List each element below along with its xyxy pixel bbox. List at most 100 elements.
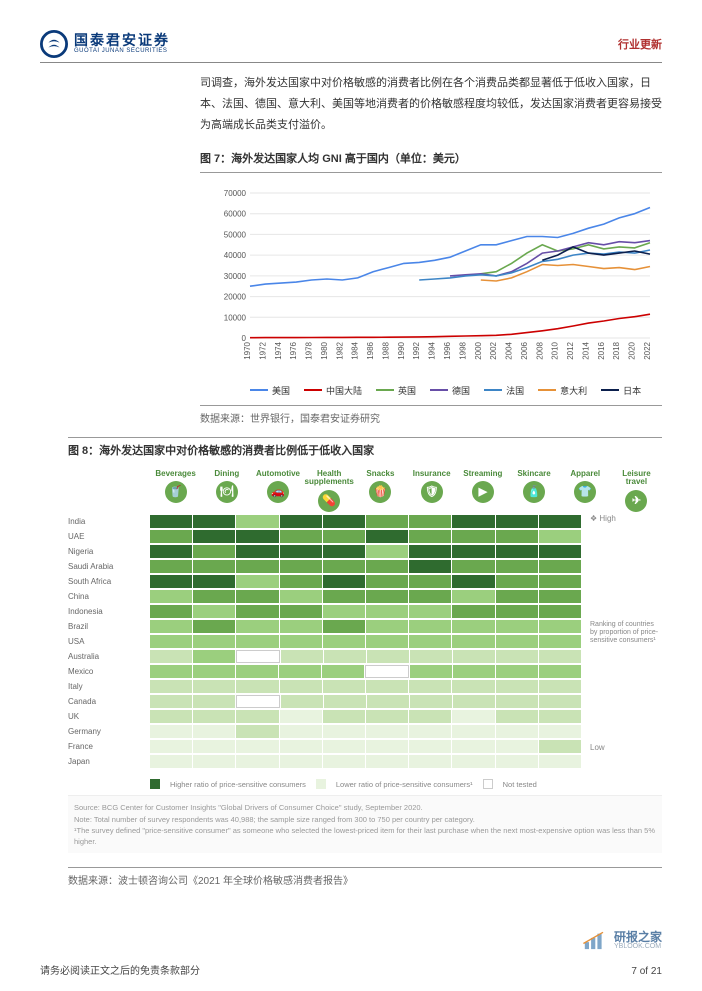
heatmap-cell [539,605,581,618]
heatmap-cell [150,665,192,678]
heatmap-row: UK [68,709,582,723]
country-label: South Africa [68,577,150,586]
heatmap-cell [496,620,538,633]
heatmap-row: UAE [68,529,582,543]
heatmap-grid: IndiaUAENigeriaSaudi ArabiaSouth AfricaC… [68,514,582,769]
heatmap-cell [322,665,364,678]
heatmap-cell [410,665,452,678]
heatmap-cell [409,575,451,588]
fig7-line-chart: 0100002000030000400005000060000700001970… [200,183,660,373]
heatmap-cell [279,665,321,678]
heatmap-cell [236,710,278,723]
country-label: Canada [68,697,150,706]
heatmap-row: Canada [68,694,582,708]
heatmap-row: Italy [68,679,582,693]
heatmap-cell [236,680,278,693]
heatmap-cell [452,740,494,753]
heatmap-cell [539,755,581,768]
svg-text:1970: 1970 [243,341,252,359]
country-label: Mexico [68,667,150,676]
svg-text:2000: 2000 [474,341,483,359]
heatmap-cell [496,635,538,648]
heatmap-cell [280,740,322,753]
heatmap-cell [452,515,494,528]
heatmap-row: Germany [68,724,582,738]
country-label: France [68,742,150,751]
heatmap-cell [150,680,192,693]
svg-text:30000: 30000 [224,272,247,281]
page-header: 国泰君安证券 GUOTAI JUNAN SECURITIES 行业更新 [40,30,662,63]
heatmap-cell [281,650,323,663]
heatmap-cell [496,695,538,708]
svg-text:2012: 2012 [566,341,575,359]
heatmap-cell [496,545,538,558]
heatmap-row: Brazil [68,619,582,633]
heatmap-cell [452,635,494,648]
heatmap-row: India [68,514,582,528]
heatmap-cell [365,665,409,678]
svg-text:1992: 1992 [412,341,421,359]
heatmap-cell [539,680,581,693]
legend-item: 法国 [484,384,524,397]
heatmap-row: USA [68,634,582,648]
fig7-title: 图 7：海外发达国家人均 GNI 高于国内（单位：美元） [200,150,662,166]
heatmap-notes: Source: BCG Center for Customer Insights… [68,795,662,853]
heatmap-row: Indonesia [68,604,582,618]
heatmap-cell [150,755,192,768]
heatmap-cell [236,725,278,738]
doc-category: 行业更新 [618,36,662,52]
heatmap-cell [323,680,365,693]
heatmap-cell [496,530,538,543]
heatmap-cell [236,530,278,543]
legend-nt-label: Not tested [503,780,537,789]
heatmap-cell [280,530,322,543]
svg-text:1988: 1988 [381,341,390,359]
legend-low-label: Lower ratio of price-sensitive consumers… [336,780,473,789]
watermark-en: YBLOOK.COM [614,943,662,950]
legend-item: 意大利 [538,384,587,397]
category-header: Streaming▶ [457,470,508,513]
heatmap-cell [496,560,538,573]
heatmap-cell [409,680,451,693]
svg-text:1976: 1976 [289,341,298,359]
heatmap-cell [496,590,538,603]
heatmap-cell [323,590,365,603]
brand-logo: 国泰君安证券 GUOTAI JUNAN SECURITIES [40,30,170,58]
heatmap-cell [150,725,192,738]
heatmap-cell [280,620,322,633]
heatmap-cell [193,545,235,558]
category-header: Insurance🛡 [406,470,457,513]
heatmap-cell [539,650,581,663]
svg-text:2018: 2018 [612,341,621,359]
heatmap-cell [236,665,278,678]
svg-text:10000: 10000 [224,313,247,322]
svg-text:2010: 2010 [551,341,560,359]
heatmap-cell [366,755,408,768]
category-header: Beverages🥤 [150,470,201,513]
heatmap-cell [280,515,322,528]
heatmap-cell [150,545,192,558]
heatmap-cell [193,530,235,543]
heatmap-cell [280,635,322,648]
side-low: Low [590,743,662,752]
heatmap-cell [452,680,494,693]
heatmap-cell [280,725,322,738]
svg-text:1990: 1990 [397,341,406,359]
svg-text:1984: 1984 [351,341,360,359]
legend-item: 英国 [376,384,416,397]
heatmap-cell [539,665,581,678]
country-label: Brazil [68,622,150,631]
heatmap-cell [452,560,494,573]
heatmap-cell [496,575,538,588]
heatmap-cell [539,635,581,648]
heatmap-cell [323,560,365,573]
category-header: Dining🍽 [201,470,252,513]
note-body: Note: Total number of survey respondents… [74,814,656,825]
heatmap-cell [409,635,451,648]
heatmap-cell [193,755,235,768]
svg-text:2016: 2016 [597,341,606,359]
heatmap-cell [539,725,581,738]
svg-text:1998: 1998 [458,341,467,359]
heatmap-cell [236,650,280,663]
country-label: Nigeria [68,547,150,556]
